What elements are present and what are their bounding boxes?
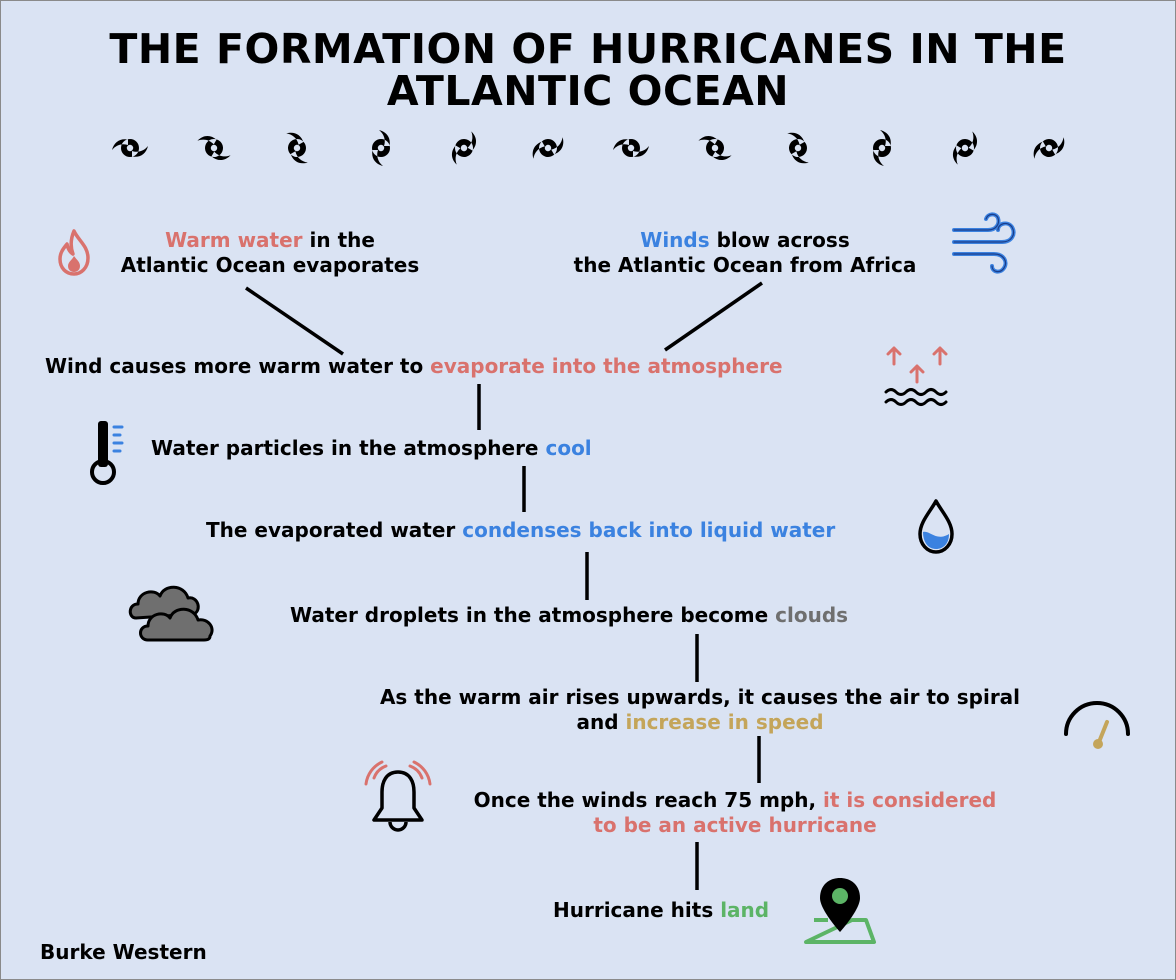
land-highlight: land — [720, 898, 770, 922]
step-condense: The evaporated water condenses back into… — [206, 518, 835, 543]
connector-winds-to-evaporate — [664, 281, 763, 352]
water-drop-icon — [918, 499, 954, 554]
step-warm-water: Warm water in the Atlantic Ocean evapora… — [100, 228, 440, 278]
step-clouds: Water droplets in the atmosphere become … — [290, 603, 848, 628]
step-speed: As the warm air rises upwards, it causes… — [340, 685, 1060, 735]
speed-text: and — [576, 710, 626, 734]
thermometer-icon — [90, 421, 124, 485]
active-text: Once the winds reach 75 mph, — [473, 788, 824, 812]
fire-icon — [58, 229, 90, 276]
condense-highlight: condenses back into liquid water — [462, 518, 836, 542]
hurricane-icon — [286, 132, 308, 164]
speed-text-line1: As the warm air rises upwards, it causes… — [379, 685, 1021, 709]
step-active-hurricane: Once the winds reach 75 mph, it is consi… — [440, 788, 1030, 838]
hurricane-icon — [371, 130, 390, 166]
connector-warm-to-evaporate — [245, 286, 344, 356]
warm-water-text: in the — [302, 228, 375, 252]
speedometer-icon — [1064, 701, 1130, 749]
step-cool: Water particles in the atmosphere cool — [151, 436, 592, 461]
active-highlight-line2: to be an active hurricane — [593, 813, 877, 837]
step-land: Hurricane hits land — [553, 898, 769, 923]
winds-text-line2: the Atlantic Ocean from Africa — [573, 253, 917, 277]
evaporation-icon — [884, 346, 948, 406]
hurricane-icon — [196, 135, 231, 161]
clouds-text: Water droplets in the atmosphere become — [290, 603, 776, 627]
cool-highlight: cool — [545, 436, 592, 460]
hurricane-icon — [112, 139, 148, 157]
title-line-1: THE FORMATION OF HURRICANES IN THE — [109, 25, 1067, 73]
warm-water-text-line2: Atlantic Ocean evaporates — [120, 253, 420, 277]
active-highlight-line1: it is considered — [823, 788, 997, 812]
speed-highlight: increase in speed — [625, 710, 824, 734]
clouds-icon — [128, 585, 214, 642]
hurricane-icon — [1033, 137, 1064, 159]
hurricane-icon — [613, 139, 649, 157]
condense-text: The evaporated water — [206, 518, 463, 542]
hurricane-icon — [952, 131, 978, 165]
hurricane-icon — [872, 130, 891, 166]
author-credit: Burke Western — [40, 940, 207, 964]
winds-text: blow across — [709, 228, 850, 252]
clouds-highlight: clouds — [775, 603, 849, 627]
cool-text: Water particles in the atmosphere — [151, 436, 546, 460]
land-text: Hurricane hits — [553, 898, 721, 922]
evaporate-text: Wind causes more warm water to — [45, 354, 431, 378]
step-winds: Winds blow across the Atlantic Ocean fro… — [540, 228, 950, 278]
wind-icon — [952, 212, 1016, 274]
title-line-2: ATLANTIC OCEAN — [386, 67, 790, 115]
hurricane-icon — [532, 137, 563, 159]
step-evaporate: Wind causes more warm water to evaporate… — [45, 354, 783, 379]
hurricane-icon — [451, 131, 477, 165]
alarm-bell-icon — [364, 760, 432, 832]
evaporate-highlight: evaporate into the atmosphere — [430, 354, 783, 378]
warm-water-highlight: Warm water — [165, 228, 303, 252]
winds-highlight: Winds — [640, 228, 710, 252]
hurricane-icon — [787, 132, 809, 164]
hurricane-icon — [697, 135, 732, 161]
map-pin-icon — [804, 878, 876, 944]
